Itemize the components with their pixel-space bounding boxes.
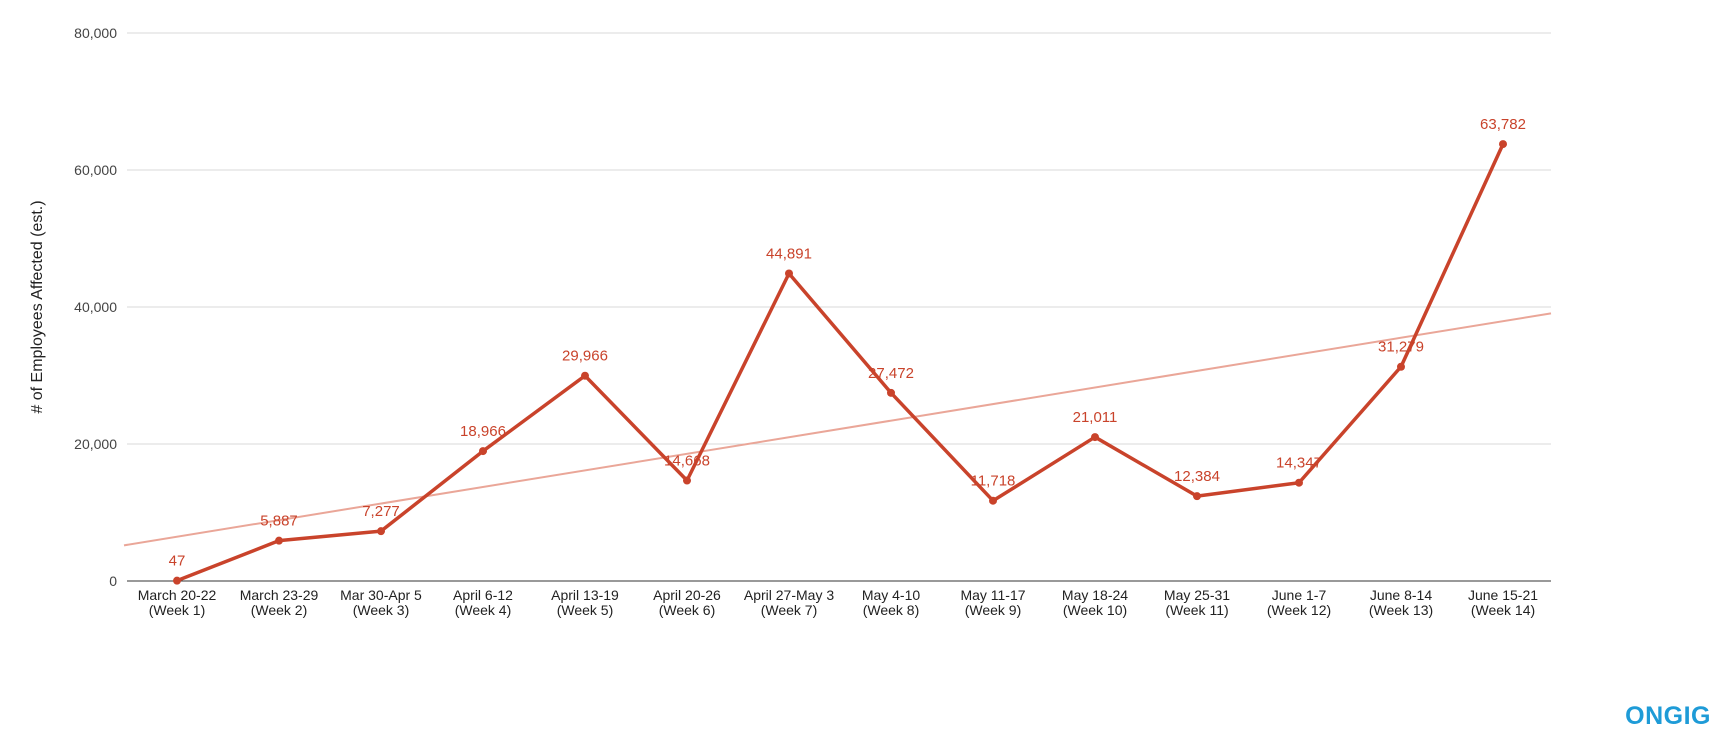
- data-labels: 47 5,887 7,277 18,966 29,966 14,668 44,891 27,4…: [169, 116, 1526, 570]
- data-point: [1295, 478, 1303, 487]
- x-tick-label: March 23-29 (Week 2): [240, 587, 319, 618]
- data-point: [1091, 433, 1099, 442]
- data-label: 5,887: [260, 513, 298, 530]
- x-tick-label: April 20-26 (Week 6): [653, 587, 721, 618]
- data-point: [785, 269, 793, 278]
- x-tick-label: May 18-24 (Week 10): [1062, 587, 1128, 618]
- y-axis-ticks: 0 20,000 40,000 60,000 80,000: [74, 25, 117, 589]
- data-label: 7,277: [362, 503, 400, 520]
- data-point: [887, 388, 895, 397]
- data-label: 11,718: [971, 473, 1016, 490]
- data-label: 27,472: [868, 365, 914, 382]
- y-tick-label: 60,000: [74, 162, 117, 178]
- x-tick-label: April 6-12 (Week 4): [453, 587, 513, 618]
- data-point: [989, 496, 997, 505]
- data-label: 44,891: [766, 245, 812, 262]
- x-tick-label: May 25-31 (Week 11): [1164, 587, 1230, 618]
- x-tick-label: May 11-17 (Week 9): [960, 587, 1025, 618]
- data-point: [1499, 140, 1507, 149]
- data-label: 14,668: [664, 453, 710, 470]
- trendline: [123, 312, 1552, 547]
- x-tick-label: June 15-21 (Week 14): [1468, 587, 1538, 618]
- y-tick-label: 40,000: [74, 299, 117, 315]
- data-label: 14,347: [1276, 455, 1322, 472]
- data-label: 18,966: [460, 423, 506, 440]
- data-point: [479, 447, 487, 456]
- x-axis-ticks: March 20-22 (Week 1) March 23-29 (Week 2) Ma…: [138, 587, 1539, 618]
- data-label: 12,384: [1174, 468, 1220, 485]
- y-tick-label: 80,000: [74, 25, 117, 41]
- data-label: 31,279: [1378, 339, 1424, 356]
- data-point: [683, 476, 691, 485]
- data-label: 29,966: [562, 348, 608, 365]
- data-point: [377, 527, 385, 536]
- x-tick-label: April 27-May 3 (Week 7): [744, 587, 834, 618]
- gridlines: [127, 32, 1551, 445]
- data-point: [275, 536, 283, 545]
- data-point: [1193, 492, 1201, 501]
- series-line: [176, 143, 1505, 583]
- x-tick-label: June 8-14 (Week 13): [1369, 587, 1433, 618]
- y-axis-label: # of Employees Affected (est.): [29, 200, 46, 413]
- data-point: [581, 371, 589, 380]
- y-tick-label: 0: [109, 573, 117, 589]
- data-label: 21,011: [1073, 409, 1118, 426]
- x-tick-label: Mar 30-Apr 5 (Week 3): [340, 587, 422, 618]
- data-label: 47: [169, 553, 186, 570]
- data-label: 63,782: [1480, 116, 1526, 133]
- ongig-logo: ONGIG: [1625, 702, 1711, 730]
- data-point: [1397, 362, 1405, 371]
- x-tick-label: May 4-10 (Week 8): [862, 587, 921, 618]
- y-tick-label: 20,000: [74, 436, 117, 452]
- data-point: [173, 576, 181, 585]
- x-tick-label: April 13-19 (Week 5): [551, 587, 619, 618]
- series-line-group: [173, 140, 1507, 585]
- x-tick-label: March 20-22 (Week 1): [138, 587, 217, 618]
- x-tick-label: June 1-7 (Week 12): [1267, 587, 1331, 618]
